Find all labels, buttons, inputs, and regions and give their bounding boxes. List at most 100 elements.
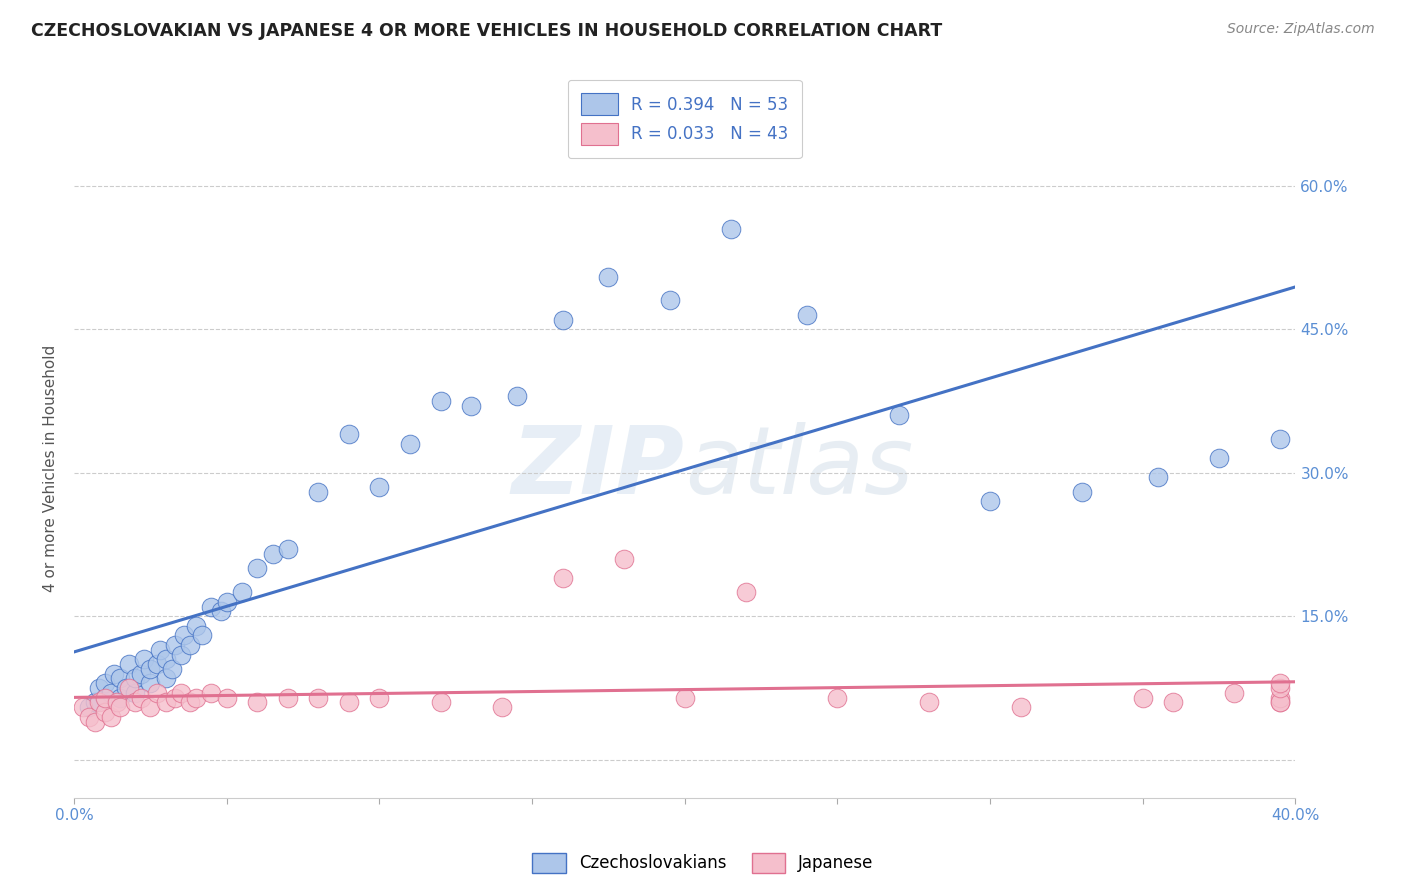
- Point: [108, 690, 131, 705]
- Point: [551, 312, 574, 326]
- Point: [551, 571, 574, 585]
- Point: [307, 484, 329, 499]
- Point: [720, 221, 742, 235]
- Point: [103, 666, 125, 681]
- Point: [307, 690, 329, 705]
- Point: [209, 604, 232, 618]
- Point: [179, 695, 201, 709]
- Point: [179, 638, 201, 652]
- Point: [918, 695, 941, 709]
- Point: [827, 690, 849, 705]
- Point: [79, 700, 101, 714]
- Point: [1147, 470, 1170, 484]
- Point: [170, 686, 193, 700]
- Point: [1010, 700, 1032, 714]
- Point: [1132, 690, 1154, 705]
- Point: [200, 599, 222, 614]
- Text: CZECHOSLOVAKIAN VS JAPANESE 4 OR MORE VEHICLES IN HOUSEHOLD CORRELATION CHART: CZECHOSLOVAKIAN VS JAPANESE 4 OR MORE VE…: [31, 22, 942, 40]
- Legend: R = 0.394   N = 53, R = 0.033   N = 43: R = 0.394 N = 53, R = 0.033 N = 43: [568, 80, 801, 158]
- Text: atlas: atlas: [685, 423, 912, 514]
- Point: [1070, 484, 1092, 499]
- Point: [200, 686, 222, 700]
- Point: [399, 437, 422, 451]
- Point: [139, 676, 162, 690]
- Point: [163, 638, 186, 652]
- Point: [186, 690, 208, 705]
- Point: [79, 710, 101, 724]
- Point: [368, 690, 391, 705]
- Point: [979, 494, 1001, 508]
- Point: [1270, 676, 1292, 690]
- Point: [139, 662, 162, 676]
- Point: [93, 690, 115, 705]
- Point: [186, 619, 208, 633]
- Text: ZIP: ZIP: [512, 422, 685, 514]
- Point: [170, 648, 193, 662]
- Point: [72, 700, 94, 714]
- Point: [87, 681, 110, 695]
- Point: [139, 700, 162, 714]
- Point: [734, 585, 756, 599]
- Point: [84, 714, 107, 729]
- Point: [155, 695, 177, 709]
- Point: [887, 409, 910, 423]
- Point: [124, 695, 146, 709]
- Point: [491, 700, 513, 714]
- Point: [262, 547, 284, 561]
- Point: [337, 695, 360, 709]
- Point: [124, 672, 146, 686]
- Point: [246, 695, 269, 709]
- Point: [1270, 681, 1292, 695]
- Point: [460, 399, 482, 413]
- Point: [796, 308, 818, 322]
- Point: [108, 700, 131, 714]
- Point: [173, 628, 195, 642]
- Point: [160, 662, 183, 676]
- Point: [100, 686, 122, 700]
- Point: [145, 657, 167, 672]
- Point: [149, 642, 172, 657]
- Point: [1223, 686, 1246, 700]
- Point: [108, 672, 131, 686]
- Point: [191, 628, 214, 642]
- Point: [429, 393, 451, 408]
- Point: [155, 672, 177, 686]
- Point: [145, 686, 167, 700]
- Point: [337, 427, 360, 442]
- Point: [163, 690, 186, 705]
- Point: [129, 666, 152, 681]
- Point: [429, 695, 451, 709]
- Legend: Czechoslovakians, Japanese: Czechoslovakians, Japanese: [526, 847, 880, 880]
- Point: [155, 652, 177, 666]
- Text: Source: ZipAtlas.com: Source: ZipAtlas.com: [1227, 22, 1375, 37]
- Point: [93, 676, 115, 690]
- Point: [100, 710, 122, 724]
- Point: [124, 686, 146, 700]
- Point: [1163, 695, 1185, 709]
- Point: [1270, 432, 1292, 446]
- Y-axis label: 4 or more Vehicles in Household: 4 or more Vehicles in Household: [44, 344, 58, 591]
- Point: [115, 681, 138, 695]
- Point: [673, 690, 696, 705]
- Point: [93, 690, 115, 705]
- Point: [277, 690, 299, 705]
- Point: [658, 293, 681, 308]
- Point: [1208, 451, 1230, 466]
- Point: [134, 652, 156, 666]
- Point: [84, 695, 107, 709]
- Point: [277, 542, 299, 557]
- Point: [598, 269, 620, 284]
- Point: [1270, 695, 1292, 709]
- Point: [231, 585, 253, 599]
- Point: [118, 657, 141, 672]
- Point: [93, 705, 115, 719]
- Point: [246, 561, 269, 575]
- Point: [613, 551, 636, 566]
- Point: [105, 695, 128, 709]
- Point: [1270, 695, 1292, 709]
- Point: [215, 595, 238, 609]
- Point: [118, 681, 141, 695]
- Point: [87, 695, 110, 709]
- Point: [215, 690, 238, 705]
- Point: [1270, 690, 1292, 705]
